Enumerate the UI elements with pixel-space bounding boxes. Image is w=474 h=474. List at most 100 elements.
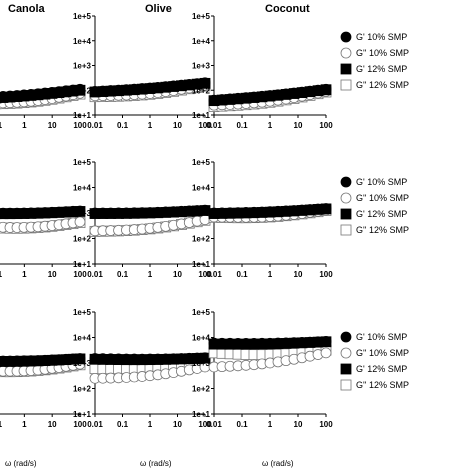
- x-tick-label: 100: [73, 420, 87, 429]
- x-tick-label: 0.1: [0, 270, 3, 279]
- panel-r2-c0: 0.1 1 10 100: [0, 353, 87, 429]
- x-tick-label: 100: [198, 121, 212, 130]
- x-tick-label: 1: [22, 121, 27, 130]
- series-circle-open: [208, 347, 332, 373]
- y-tick-label: 1e+1: [192, 111, 211, 120]
- y-tick-label: 1e+4: [73, 334, 92, 343]
- y-tick-label: 1e+3: [192, 62, 211, 71]
- x-axis-label-canola: ω (rad/s): [5, 459, 37, 468]
- legend-label: G'' 10% SMP: [356, 48, 409, 58]
- series-circle-open: [0, 216, 86, 233]
- legend-label: G'' 10% SMP: [356, 348, 409, 358]
- y-tick-label: 1e+3: [73, 209, 92, 218]
- x-tick-label: 0.01: [87, 270, 103, 279]
- data-point: [320, 83, 332, 95]
- y-tick-label: 1e+3: [192, 209, 211, 218]
- x-tick-label: 0.1: [117, 121, 129, 130]
- x-tick-label: 1: [268, 270, 273, 279]
- legend-marker-square-open: [340, 224, 352, 236]
- x-axis-label-olive: ω (rad/s): [140, 459, 172, 468]
- x-tick-label: 0.1: [236, 270, 248, 279]
- legend-marker-circle-open: [340, 347, 352, 359]
- data-point: [320, 347, 332, 359]
- x-tick-label: 10: [48, 121, 57, 130]
- x-tick-label: 10: [48, 270, 57, 279]
- series-circle-filled: [0, 353, 86, 367]
- series-circle-filled: [208, 83, 332, 106]
- legend-group: G' 10% SMP G'' 10% SMP G' 12% SMP G'' 12% S…: [340, 31, 409, 391]
- legend-marker-square-filled: [340, 208, 352, 220]
- data-point: [199, 77, 211, 89]
- x-tick-label: 10: [48, 420, 57, 429]
- y-tick-label: 1e+1: [192, 410, 211, 419]
- series-circle-filled: [208, 336, 332, 349]
- legend-label: G'' 12% SMP: [356, 225, 409, 235]
- y-tick-label: 1e+2: [73, 385, 92, 394]
- data-point: [74, 216, 86, 228]
- x-axis-label-coconut: ω (rad/s): [262, 459, 294, 468]
- legend-marker-square-open: [340, 79, 352, 91]
- y-tick-label: 1e+5: [73, 158, 92, 167]
- y-tick-label: 1e+4: [192, 334, 211, 343]
- data-point: [320, 336, 332, 347]
- series-circle-filled: [89, 77, 211, 97]
- data-point: [320, 203, 332, 214]
- legend-row-1: G' 10% SMP G'' 10% SMP G' 12% SMP G'' 12% S…: [340, 176, 409, 236]
- series-circle-filled: [0, 205, 86, 219]
- legend-label: G' 10% SMP: [356, 32, 407, 42]
- x-tick-label: 100: [319, 270, 333, 279]
- x-tick-label: 0.1: [236, 420, 248, 429]
- legend-label: G' 12% SMP: [356, 64, 407, 74]
- legend-marker-circle-filled: [340, 31, 352, 43]
- x-tick-label: 10: [173, 420, 182, 429]
- legend-label: G' 12% SMP: [356, 364, 407, 374]
- legend-label: G' 10% SMP: [356, 332, 407, 342]
- y-tick-label: 1e+5: [192, 308, 211, 317]
- column-title-coconut: Coconut: [265, 3, 310, 15]
- x-tick-label: 100: [73, 270, 87, 279]
- legend-label: G' 10% SMP: [356, 177, 407, 187]
- x-tick-label: 0.01: [206, 121, 222, 130]
- data-point: [74, 205, 86, 217]
- legend-row-2: G' 10% SMP G'' 10% SMP G' 12% SMP G'' 12% S…: [340, 331, 409, 391]
- panel-r0-c0: 0.1 1 10 100: [0, 83, 87, 130]
- legend-label: G'' 12% SMP: [356, 80, 409, 90]
- x-tick-label: 1: [268, 121, 273, 130]
- legend-row-0: G' 10% SMP G'' 10% SMP G' 12% SMP G'' 12% S…: [340, 31, 409, 91]
- y-tick-label: 1e+3: [192, 359, 211, 368]
- x-tick-label: 1: [148, 270, 153, 279]
- legend-marker-square-open: [340, 379, 352, 391]
- legend-marker-circle-open: [340, 192, 352, 204]
- x-tick-label: 1: [22, 270, 27, 279]
- x-tick-label: 100: [319, 121, 333, 130]
- x-tick-label: 100: [198, 420, 212, 429]
- x-tick-label: 0.1: [0, 420, 3, 429]
- y-tick-label: 1e+4: [73, 184, 92, 193]
- y-tick-label: 1e+2: [192, 86, 211, 95]
- y-tick-label: 1e+2: [73, 235, 92, 244]
- x-tick-label: 1: [268, 420, 273, 429]
- y-tick-label: 1e+3: [73, 62, 92, 71]
- y-tick-label: 1e+4: [73, 37, 92, 46]
- x-tick-label: 10: [294, 121, 303, 130]
- y-tick-label: 1e+1: [73, 410, 92, 419]
- series-circle-filled: [0, 83, 86, 102]
- y-tick-label: 1e+1: [73, 260, 92, 269]
- x-tick-label: 1: [148, 121, 153, 130]
- column-title-olive: Olive: [145, 3, 172, 15]
- series-circle-filled: [89, 204, 211, 219]
- x-tick-label: 0.01: [87, 121, 103, 130]
- legend-label: G' 12% SMP: [356, 209, 407, 219]
- series-circle-open: [89, 214, 211, 237]
- series-circle-open: [89, 361, 211, 384]
- data-point: [74, 83, 86, 95]
- x-tick-label: 1: [148, 420, 153, 429]
- legend-label: G'' 10% SMP: [356, 193, 409, 203]
- x-tick-label: 0.1: [236, 121, 248, 130]
